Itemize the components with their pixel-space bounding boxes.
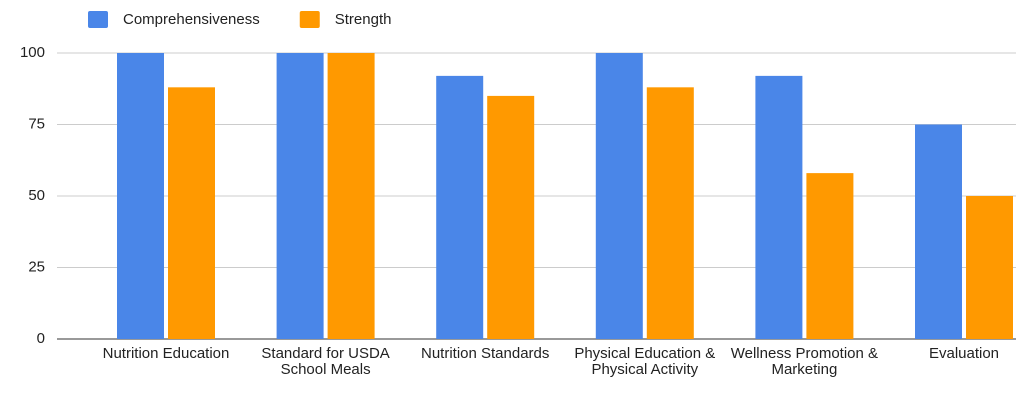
x-tick-label: Nutrition Standards [420, 345, 550, 362]
y-tick-label: 0 [37, 330, 45, 347]
legend-swatch [88, 11, 108, 28]
legend-swatch [299, 11, 320, 28]
x-tick-label: Physical Education & Physical Activity [574, 345, 716, 378]
bar [276, 53, 324, 339]
y-tick-label: 100 [20, 44, 45, 61]
y-tick-label: 25 [28, 258, 45, 275]
bar [436, 75, 484, 339]
bar [806, 173, 854, 339]
x-tick-label: Standard for USDA School Meals [261, 345, 390, 378]
legend-label: Strength [335, 11, 392, 28]
bar [117, 53, 164, 339]
bar [755, 75, 803, 339]
bar [487, 95, 535, 340]
bar [966, 196, 1013, 339]
y-tick-label: 50 [28, 187, 45, 204]
bar [168, 87, 215, 339]
x-tick-label: Wellness Promotion & Marketing [730, 345, 879, 378]
bar [915, 124, 962, 339]
bar [327, 53, 375, 339]
legend-label: Comprehensiveness [123, 11, 260, 28]
y-tick-label: 75 [28, 115, 45, 132]
bar [646, 87, 694, 339]
bar [595, 53, 643, 339]
x-tick-label: Evaluation [928, 345, 1000, 362]
x-tick-label: Nutrition Education [102, 345, 230, 362]
